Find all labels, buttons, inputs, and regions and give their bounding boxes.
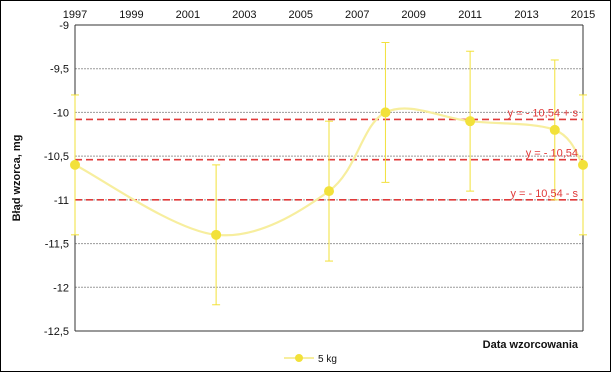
y-tick-labels: -9 -9,5 -10 -10,5 -11 -11,5 -12 -12,5 [44,20,69,338]
x-tick-label: 1997 [63,9,87,21]
y-tick-label: -11 [54,195,69,207]
reference-line-label: y = - 10,54 + s [508,107,579,119]
x-axis-title: Data wzorcowania [483,339,579,351]
data-point [324,186,334,197]
reference-line-labels: y = - 10,54 + s y = - 10,54 y = - 10,54 - … [508,107,579,199]
y-tick-label: -10 [53,107,69,119]
x-tick-label: 2005 [289,9,313,21]
x-tick-label: 2015 [571,9,595,21]
x-tick-label: 1999 [119,9,143,21]
data-point [465,116,476,127]
legend-marker [295,354,303,362]
legend: 5 kg [284,354,337,365]
reference-line-label: y = - 10,54 - s [510,188,578,200]
data-point [70,159,80,170]
x-tick-labels: 1997 1999 2001 2003 2005 2007 2009 2011 2013 2015 [63,9,595,21]
reference-line-label: y = - 10,54 [526,148,578,160]
y-axis-title: Błąd wzorca, mg [11,135,23,222]
data-point [211,229,222,240]
data-point [380,107,391,118]
data-point [578,159,588,170]
data-points [70,107,588,240]
x-tick-label: 2007 [345,9,369,21]
y-tick-label: -12,5 [44,326,69,338]
legend-label: 5 kg [318,354,337,365]
x-tick-label: 2009 [401,9,425,21]
y-tick-label: -9,5 [50,64,69,76]
x-tick-label: 2001 [176,9,200,21]
y-tick-label: -10,5 [44,151,69,163]
series-line [74,107,584,237]
x-tick-label: 2011 [458,9,482,21]
y-tick-label: -11,5 [45,239,69,251]
series-curve [74,107,584,237]
x-tick-label: 2013 [514,9,538,21]
y-tick-label: -12 [53,282,69,294]
x-tick-label: 2003 [232,9,256,21]
data-point [549,124,560,135]
y-tick-label: -9 [59,20,69,32]
